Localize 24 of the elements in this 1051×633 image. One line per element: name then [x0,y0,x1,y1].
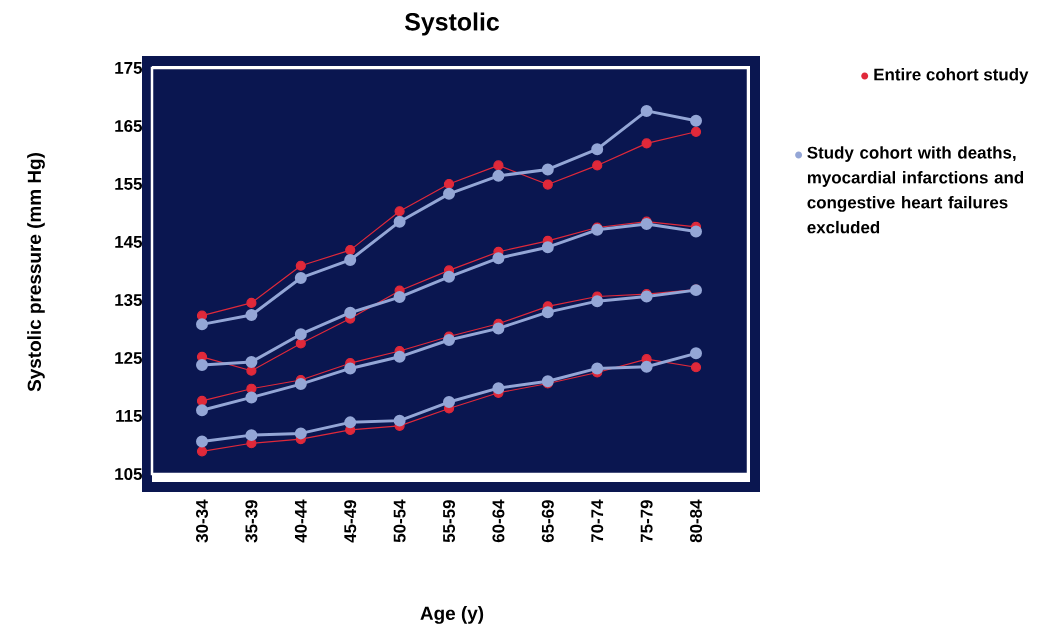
legend-label: Study cohort with deaths, myocardial infarctions and congestive heart failures excluded [807,146,1024,234]
y-tick-label: 145 [115,236,143,248]
y-tick-label: 135 [115,293,143,306]
x-tick-label: 55-59 [443,500,456,543]
x-tick-label: 30-34 [196,499,209,543]
x-tick-label: 50-54 [393,499,406,543]
x-tick-label: 35-39 [245,500,258,543]
x-tick-label: 45-49 [344,500,357,543]
x-tick-label: 70-74 [591,499,604,543]
x-tick-label: 65-69 [541,500,554,543]
x-axis-title: Age (y) [420,606,484,624]
y-tick-label: 155 [115,178,143,190]
x-tick-label: 40-44 [294,499,307,543]
x-tick-label: 80-84 [690,499,703,543]
chart-title: Systolic [404,12,500,36]
y-tick-label: 175 [115,62,143,74]
y-tick-label: 115 [116,410,143,422]
x-tick-label: 60-64 [492,499,505,543]
legend-label: Entire cohort study [874,68,1029,84]
y-tick-label: 165 [115,119,143,132]
y-axis-title: Systolic pressure (mm Hg) [27,153,45,392]
y-tick-label: 125 [115,351,143,364]
x-tick-label: 75-79 [640,500,653,543]
y-tick-label: 105 [115,467,143,480]
